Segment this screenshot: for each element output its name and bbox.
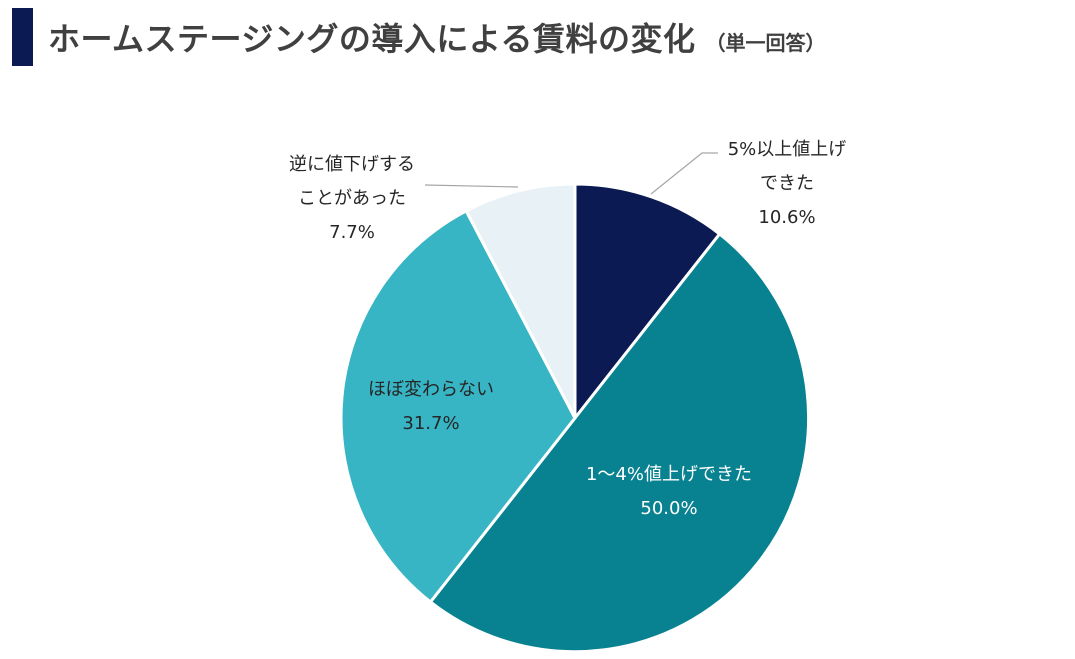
chart-subtitle: （単一回答）: [705, 31, 826, 55]
slice-label-1-line-1: 5%以上値上げ: [728, 139, 847, 160]
title-accent-bar: [12, 8, 33, 66]
pie-slice-1: [573, 182, 722, 420]
slice-value-label-1: 10.6%: [758, 207, 815, 228]
slice-label-4-line-2: ことがあった: [298, 188, 406, 209]
pie-slice-4: [464, 182, 577, 420]
slice-label-3-line-1: ほぼ変わらない: [368, 379, 494, 400]
slice-label-1-line-2: できた: [760, 173, 814, 194]
slice-label-2-line-1: 1〜4%値上げできた: [586, 464, 752, 485]
slice-value-label-2: 50.0%: [640, 498, 697, 519]
slice-value-label-3: 31.7%: [402, 413, 459, 434]
slice-value-label-4: 7.7%: [329, 222, 375, 243]
slice-label-4-line-1: 逆に値下げする: [289, 154, 415, 175]
chart-title-block: ホームステージングの導入による賃料の変化 （単一回答）: [48, 14, 825, 60]
pie-slice-2: [428, 232, 811, 654]
leader-line-1: [650, 152, 718, 195]
leader-line-4: [424, 184, 519, 188]
chart-title: ホームステージングの導入による賃料の変化: [48, 20, 696, 58]
